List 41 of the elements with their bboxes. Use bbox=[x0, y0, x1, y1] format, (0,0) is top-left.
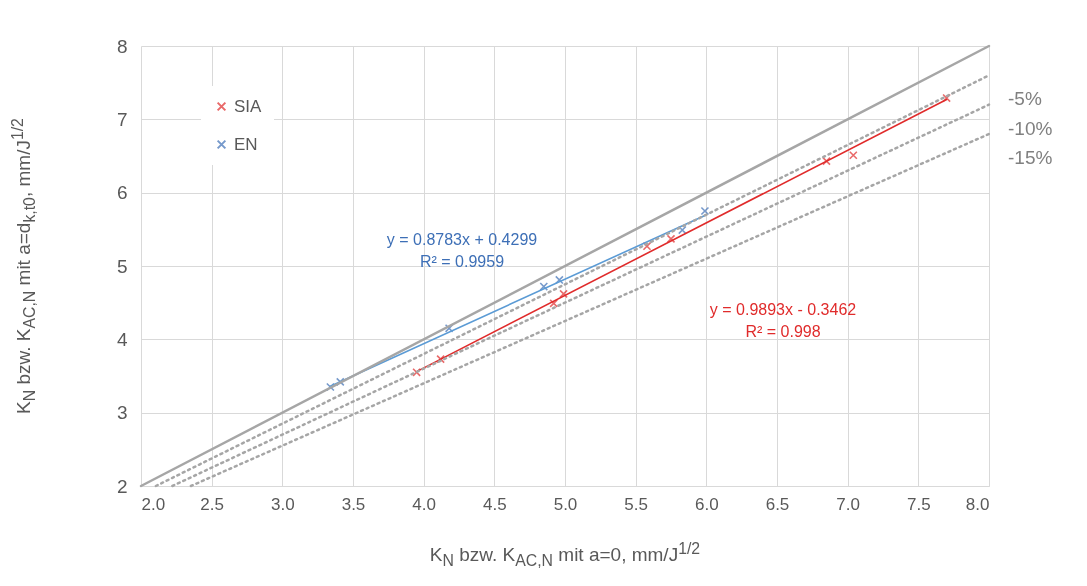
annotation: y = 0.8783x + 0.4299 R² = 0.9959 bbox=[386, 231, 538, 270]
point bbox=[848, 150, 858, 160]
legend-label: SIA bbox=[234, 96, 263, 116]
point bbox=[666, 234, 676, 244]
x-tick-label: 8.0 bbox=[965, 494, 990, 514]
point bbox=[559, 289, 568, 299]
legend-label: EN bbox=[234, 134, 258, 154]
x-tick-label: 4.5 bbox=[483, 494, 507, 514]
y-tick-label: 3 bbox=[116, 402, 128, 424]
x-tick-label: 3.5 bbox=[341, 494, 366, 514]
x-tick-label: 7.5 bbox=[907, 494, 931, 514]
x-axis-title: K$_{N}$ bzw. K$_{AC,N}$ mit a=0, mm/J$^{1/2}$ bbox=[429, 539, 701, 571]
x-tick-label: 2.5 bbox=[200, 494, 224, 514]
x-tick-label: 6.5 bbox=[765, 494, 790, 514]
x-tick-label: 5.0 bbox=[553, 494, 578, 514]
point bbox=[436, 354, 445, 364]
x-tick-label: 3.0 bbox=[271, 494, 295, 514]
y-tick-label: 8 bbox=[116, 35, 128, 57]
x-tick-label: 2.0 bbox=[141, 494, 166, 514]
y-tick-label: 6 bbox=[116, 182, 128, 204]
x-tick-label: 6.0 bbox=[695, 494, 719, 514]
point bbox=[822, 156, 831, 166]
annotation: y = 0.9893x - 0.3462 R² = 0.998 bbox=[709, 301, 857, 340]
x-tick-label: 5.5 bbox=[624, 494, 648, 514]
series-label: -15% bbox=[1008, 147, 1053, 168]
point bbox=[555, 275, 564, 285]
x-tick-label: 4.0 bbox=[412, 494, 436, 514]
point bbox=[335, 377, 345, 387]
point bbox=[539, 282, 549, 291]
point bbox=[412, 368, 421, 377]
series-label: -10% bbox=[1008, 117, 1053, 139]
y-tick-label: 4 bbox=[116, 328, 128, 350]
point bbox=[942, 93, 951, 103]
point bbox=[549, 299, 559, 308]
series-label: -5% bbox=[1008, 88, 1042, 110]
point bbox=[700, 206, 710, 216]
point bbox=[444, 324, 454, 333]
x-tick-label: 7.0 bbox=[836, 494, 860, 514]
y-tick-label: 5 bbox=[116, 255, 128, 277]
y-tick-label: 7 bbox=[116, 108, 128, 130]
y-tick-label: 2 bbox=[116, 475, 128, 497]
